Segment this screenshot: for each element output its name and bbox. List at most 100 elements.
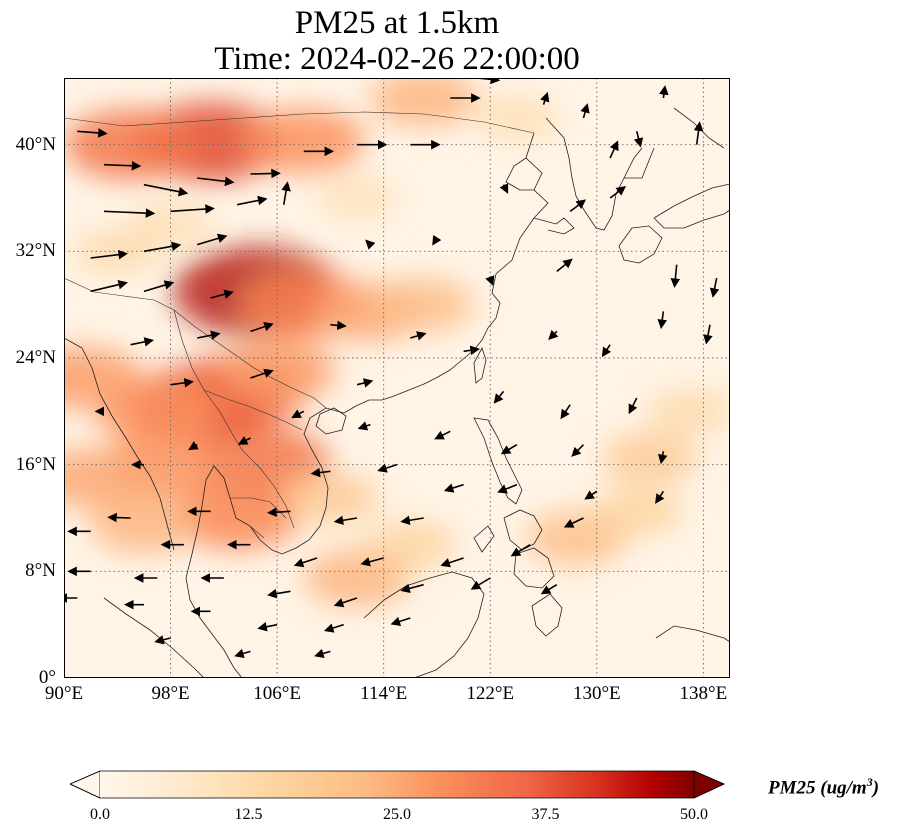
wind-arrow: [560, 404, 571, 420]
wind-arrow: [497, 483, 518, 494]
wind-arrow: [234, 648, 251, 659]
wind-arrow: [609, 140, 619, 159]
pm25-blob: [590, 486, 683, 536]
colorbar: [70, 770, 725, 799]
wind-arrow: [485, 275, 495, 286]
wind-arrow: [314, 648, 331, 659]
wind-arrow: [556, 258, 573, 272]
wind-arrow: [377, 463, 398, 473]
wind-arrow: [510, 543, 531, 557]
wind-arrow: [250, 368, 274, 379]
wind-arrow: [400, 515, 424, 526]
pm25-blob: [646, 388, 730, 435]
wind-arrow: [580, 103, 590, 119]
wind-arrow: [443, 483, 464, 493]
wind-arrow: [703, 324, 713, 345]
map-panel: [64, 78, 730, 678]
wind-arrow: [197, 176, 235, 187]
pm25-blob: [316, 176, 398, 220]
coastlines: [64, 107, 730, 678]
wind-arrow: [170, 378, 194, 388]
wind-arrow: [130, 337, 154, 347]
colorbar-label-end: ): [872, 777, 880, 799]
borders: [64, 111, 535, 539]
colorbar-tick-label: 37.5: [531, 806, 560, 823]
wind-arrow: [250, 322, 274, 333]
wind-arrow: [143, 183, 189, 197]
map-frame: [64, 78, 730, 678]
wind-arrow: [493, 390, 505, 404]
map-title-line1: PM25 at 1.5km: [294, 5, 500, 41]
wind-arrow: [357, 421, 371, 431]
pm25-blob: [372, 277, 475, 332]
wind-arrow: [237, 195, 268, 206]
colorbar-gradient: [100, 771, 694, 798]
wind-arrow: [548, 329, 559, 341]
wind-arrow: [540, 91, 550, 105]
lon-tick-label: 90°E: [44, 683, 84, 704]
pm25-blob: [173, 481, 301, 550]
wind-arrow: [356, 378, 374, 388]
pm25-field: [64, 78, 730, 607]
colorbar-outline: [70, 770, 725, 799]
wind-arrow: [107, 512, 131, 523]
wind-arrow: [267, 588, 291, 599]
wind-arrow: [693, 121, 704, 145]
colorbar-tick-label: 12.5: [234, 806, 263, 823]
wind-arrow: [281, 181, 291, 205]
wind-arrow: [154, 635, 171, 645]
lat-tick-label: 16°N: [15, 453, 56, 475]
wind-arrow: [365, 239, 376, 250]
lon-tick-label: 122°E: [466, 683, 515, 704]
colorbar-label: PM25 (ug/m3): [768, 775, 879, 799]
wind-arrow: [563, 517, 584, 528]
wind-arrow: [434, 430, 451, 440]
wind-arrow: [400, 583, 424, 594]
wind-arrow: [499, 183, 509, 194]
pm25-blob: [370, 78, 478, 127]
wind-arrow: [310, 467, 331, 478]
wind-arrow: [360, 557, 384, 567]
lon-tick-label: 138°E: [679, 683, 728, 704]
wind-arrow: [210, 289, 234, 299]
lon-tick-label: 130°E: [572, 683, 621, 704]
wind-arrow: [77, 128, 108, 138]
lat-tick-label: 32°N: [15, 240, 56, 262]
wind-arrow: [323, 623, 344, 633]
pm25-blob: [601, 432, 699, 484]
colorbar-tick-label: 25.0: [383, 806, 411, 823]
colorbar-tick-label: 50.0: [680, 806, 708, 823]
wind-arrow: [655, 490, 665, 504]
wind-arrow: [609, 186, 627, 199]
wind-arrow: [333, 515, 358, 526]
wind-arrow: [670, 264, 681, 289]
wind-arrow: [390, 616, 411, 626]
pm25-blob: [64, 448, 147, 508]
wind-arrow: [333, 597, 358, 608]
lat-tick-label: 0°: [38, 667, 56, 688]
pm25-blob: [242, 107, 365, 174]
wind-arrow: [658, 451, 668, 465]
wind-arrow: [500, 443, 518, 455]
lon-tick-label: 98°E: [151, 683, 190, 704]
colorbar-label-sup: 3: [866, 775, 873, 789]
wind-arrow: [257, 622, 278, 632]
wind-arrow: [143, 241, 182, 253]
wind-arrow: [90, 249, 129, 260]
wind-arrow: [170, 204, 215, 214]
wind-arrow: [432, 234, 442, 246]
wind-arrow: [291, 409, 305, 419]
wind-arrow: [330, 320, 347, 331]
wind-arrow: [237, 435, 251, 445]
colorbar-extend-low: [70, 770, 101, 799]
wind-arrow: [103, 160, 142, 171]
pm25-blob: [64, 109, 197, 181]
wind-arrow: [267, 507, 291, 518]
wind-arrow: [571, 444, 585, 457]
wind-arrow: [188, 441, 199, 451]
wind-vectors: [64, 78, 720, 659]
wind-arrow: [463, 345, 480, 356]
wind-arrow: [143, 280, 175, 293]
wind-arrow: [659, 85, 669, 99]
lat-tick-label: 40°N: [15, 133, 56, 155]
